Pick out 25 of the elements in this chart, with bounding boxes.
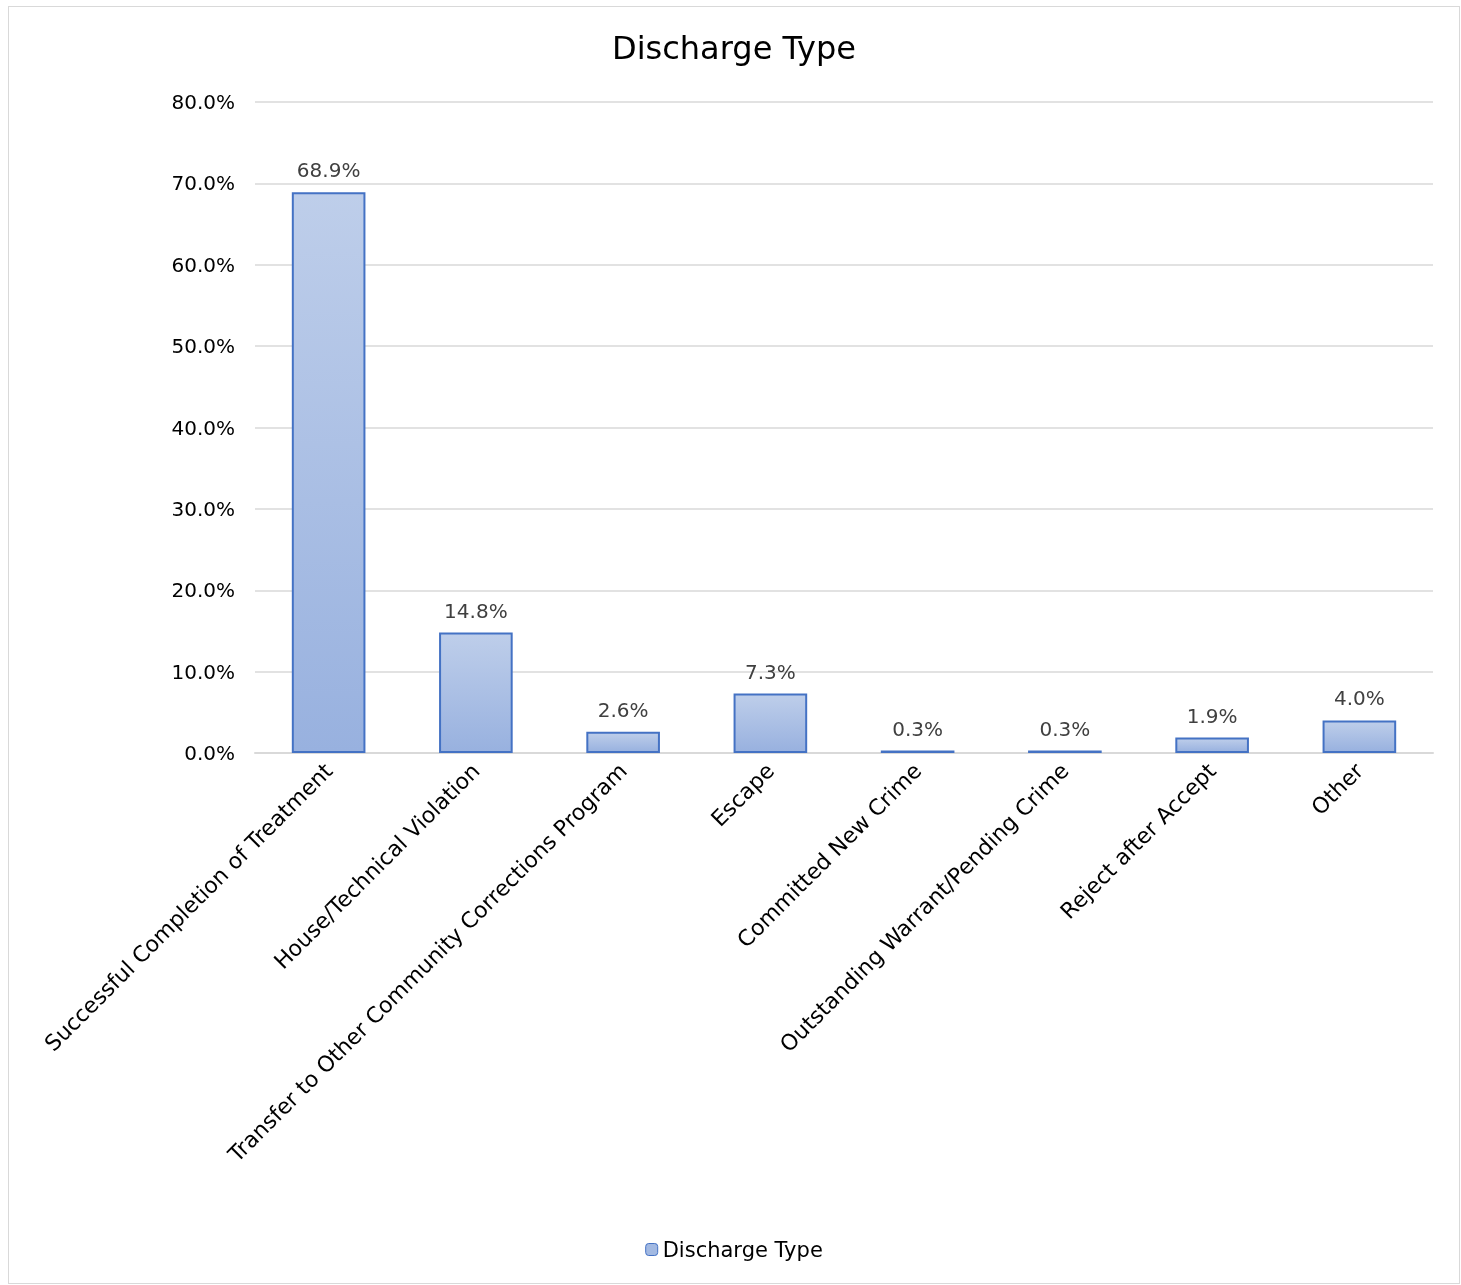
text: 2.6% bbox=[597, 697, 649, 722]
y-tick-label: 0.0% bbox=[184, 741, 235, 765]
text: 1.9% bbox=[1186, 703, 1238, 728]
bar bbox=[291, 192, 366, 753]
y-tick-label: 80.0% bbox=[171, 90, 235, 114]
y-tick-label: 70.0% bbox=[171, 171, 235, 196]
y-tick-label: 30.0% bbox=[171, 496, 235, 521]
bar bbox=[586, 731, 660, 753]
bar bbox=[1175, 737, 1249, 753]
y-tick-label: 10.0% bbox=[171, 659, 235, 684]
text: 0.3% bbox=[892, 716, 944, 741]
text: 14.8% bbox=[444, 598, 508, 623]
legend-label: Discharge Type bbox=[662, 1237, 823, 1262]
y-tick-label: 60.0% bbox=[171, 252, 235, 277]
bar bbox=[1322, 720, 1397, 753]
chart-title: Discharge Type bbox=[612, 29, 856, 67]
bar bbox=[439, 632, 513, 753]
y-tick-label: 20.0% bbox=[171, 578, 235, 603]
text: 68.9% bbox=[296, 158, 361, 183]
y-tick-label: 40.0% bbox=[171, 415, 235, 440]
bar bbox=[733, 693, 808, 753]
text: 4.0% bbox=[1333, 686, 1385, 711]
text: 7.3% bbox=[744, 659, 796, 684]
y-tick-label: 50.0% bbox=[171, 334, 235, 359]
text: 0.3% bbox=[1039, 716, 1091, 741]
